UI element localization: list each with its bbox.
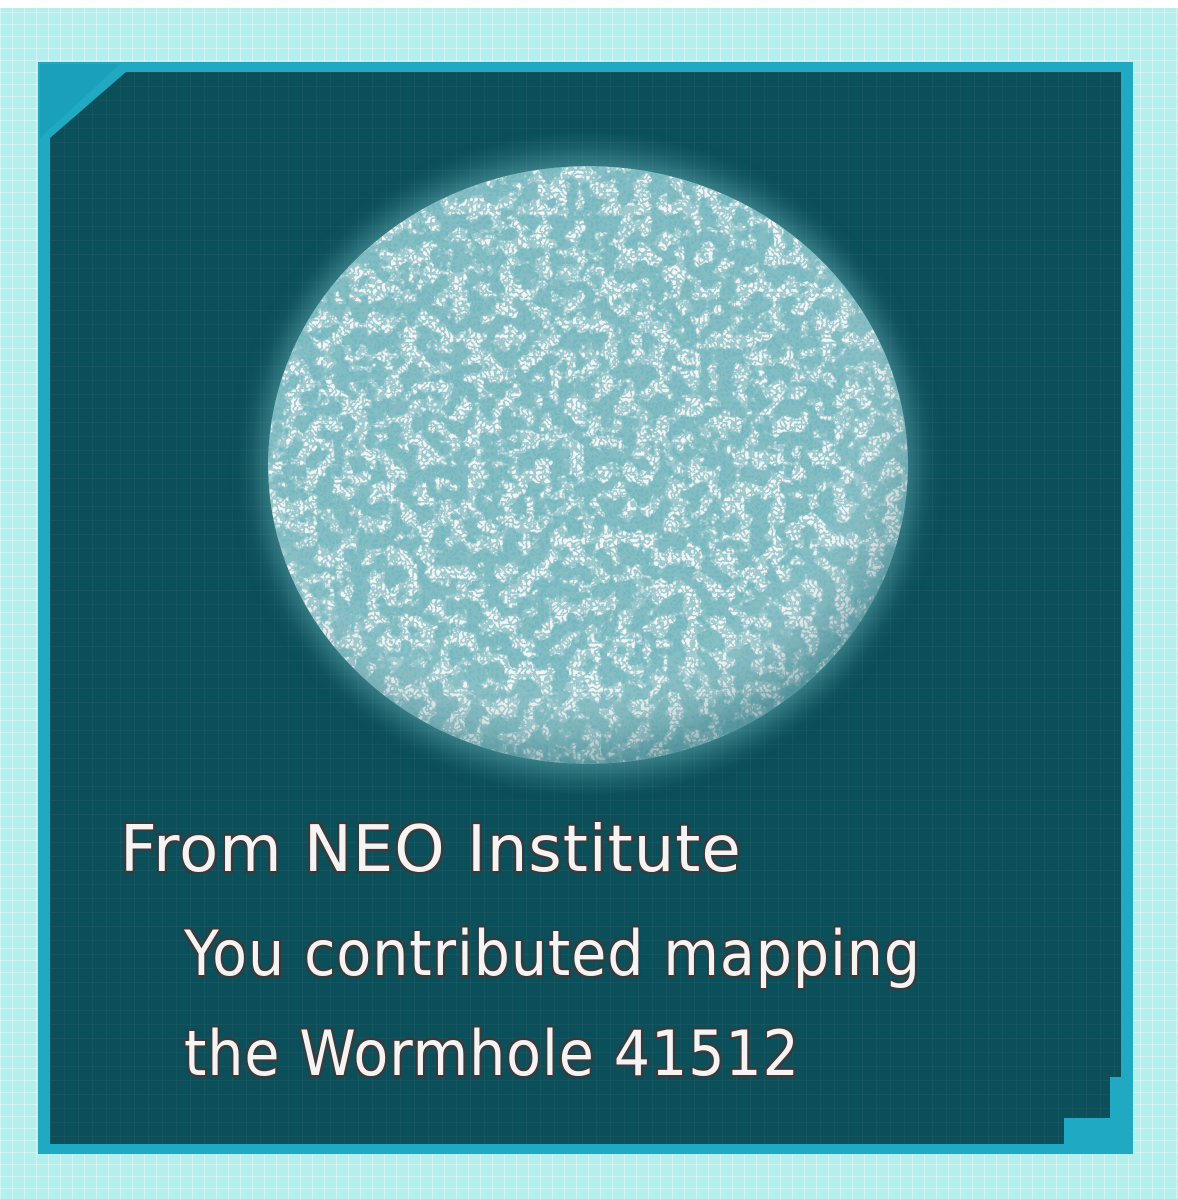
planet-icon (268, 166, 908, 764)
planet-shading (268, 166, 908, 764)
notification-message-line1: You contributed mapping (184, 917, 921, 990)
notification-message-line2: the Wormhole 41512 (184, 1017, 800, 1090)
notification-title: From NEO Institute (120, 813, 742, 887)
top-strip (0, 0, 1178, 8)
